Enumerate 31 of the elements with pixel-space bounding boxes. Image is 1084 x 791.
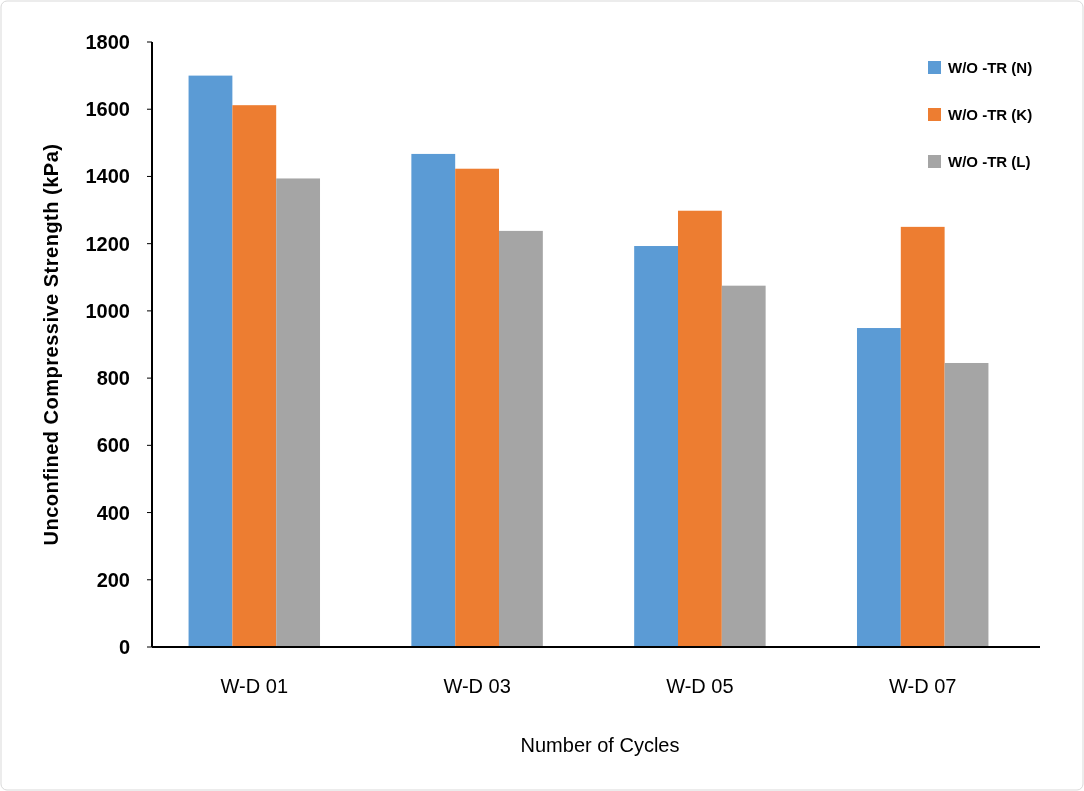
bar — [721, 285, 766, 647]
y-tick-label: 1400 — [85, 165, 130, 188]
bar — [276, 178, 321, 647]
bar — [188, 75, 233, 647]
x-tick-label: W-D 05 — [666, 675, 734, 697]
bar — [455, 168, 500, 647]
y-tick-label: 1000 — [85, 299, 130, 322]
y-tick-label: 0 — [118, 636, 130, 658]
bar — [944, 362, 989, 647]
bar — [634, 246, 678, 647]
y-tick-label: 600 — [96, 434, 130, 457]
y-axis-title: Unconfined Compressive Strength (kPa) — [40, 143, 62, 546]
bar — [856, 328, 901, 647]
x-axis-title: Number of Cycles — [520, 734, 680, 756]
bar — [411, 153, 456, 647]
y-tick-label: 1800 — [85, 31, 130, 53]
y-tick-label: 1200 — [85, 232, 130, 255]
bar — [900, 226, 945, 647]
legend-label: W/O -TR (L) — [948, 153, 1031, 171]
y-tick-label: 1600 — [85, 98, 130, 121]
y-tick-label: 800 — [96, 367, 130, 390]
legend-label: W/O -TR (N) — [948, 59, 1033, 77]
x-tick-label: W-D 01 — [220, 675, 288, 697]
bar — [232, 105, 277, 647]
x-tick-label: W-D 07 — [889, 675, 957, 697]
x-tick-label: W-D 03 — [443, 675, 511, 697]
bar — [677, 210, 722, 647]
y-tick-label: 200 — [96, 568, 130, 591]
y-tick-label: 400 — [96, 501, 130, 524]
bar — [499, 230, 543, 647]
legend-label: W/O -TR (K) — [948, 106, 1033, 124]
